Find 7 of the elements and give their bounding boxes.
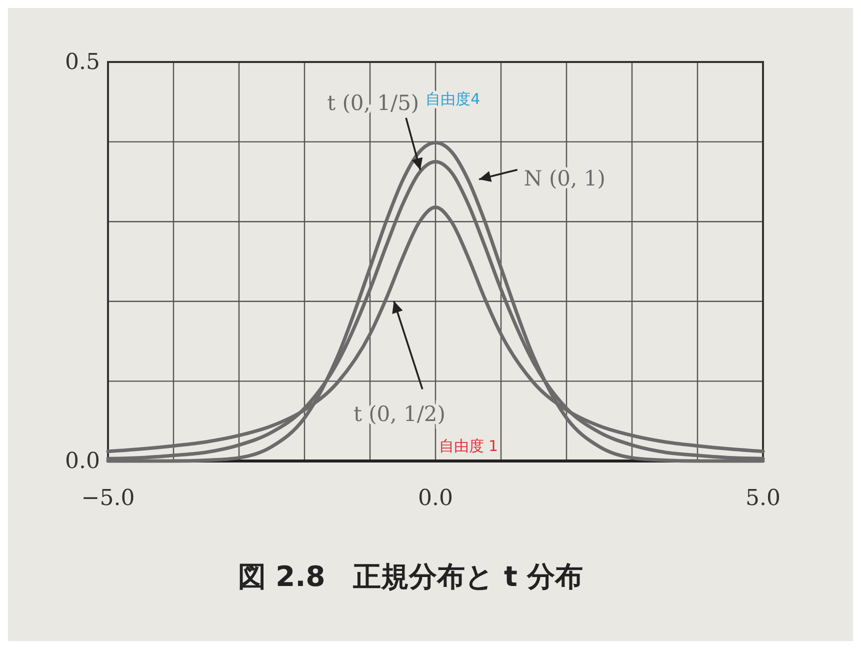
y-tick-label: 0.5	[65, 50, 100, 75]
x-tick-label: 5.0	[746, 486, 780, 511]
x-tick-label: −5.0	[81, 486, 135, 511]
text: 図 2.8 正規分布と t 分布	[238, 560, 584, 593]
text: t (0, 1/5)	[327, 90, 420, 115]
x-tick-label: 0.0	[418, 486, 453, 511]
annotation: 自由度 1	[438, 437, 498, 456]
